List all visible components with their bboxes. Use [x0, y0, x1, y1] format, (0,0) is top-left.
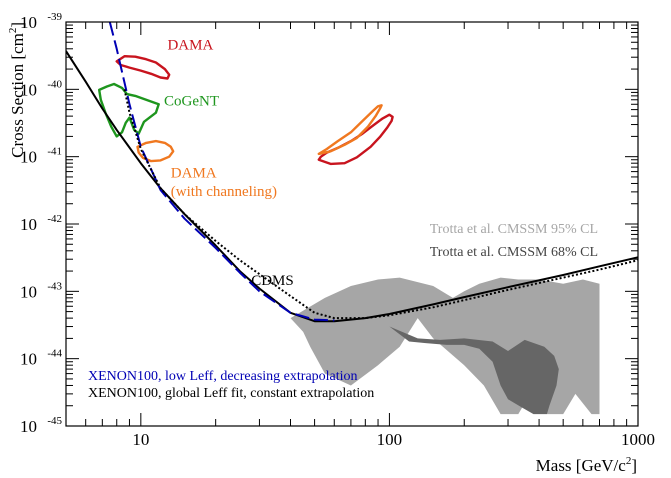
legend-cmssm-68: Trotta et al. CMSSM 68% CL	[430, 245, 598, 260]
annotation-cogent: CoGeNT	[164, 93, 219, 109]
y-tick-label: 10	[20, 282, 37, 301]
regions-layer	[98, 55, 600, 415]
x-tick-label: 100	[377, 430, 403, 449]
x-tick-label: 10	[132, 430, 149, 449]
region-trotta-et-al-cmssm-68-cl-1	[389, 326, 559, 415]
series-cdms	[123, 89, 638, 320]
y-tick-exponent: -43	[47, 280, 62, 292]
annotation-cdms: CDMS	[251, 273, 294, 289]
y-tick-exponent: -39	[47, 11, 62, 23]
region-dama-with-channeling-4	[136, 139, 175, 163]
x-tick-label: 1000	[621, 430, 655, 449]
y-tick-exponent: -44	[47, 348, 62, 360]
y-tick-label: 10	[20, 350, 37, 369]
region-cogent-6	[98, 82, 160, 138]
y-tick-exponent: -40	[47, 78, 62, 90]
x-axis-title: Mass [GeV/c2]	[536, 455, 637, 475]
annotation-dama: DAMA	[167, 38, 213, 54]
region-dama-with-channeling-5	[317, 104, 383, 156]
legend-xenon-global-leff: XENON100, global Leff fit, constant extr…	[88, 386, 374, 401]
y-tick-label: 10	[20, 215, 37, 234]
y-tick-exponent: -45	[47, 415, 62, 427]
ticks-layer	[65, 21, 639, 427]
labels-layer: 10 100 1000 10 -39 10 -40 10 -41 10 -42 10 -43 10 -44 1…	[20, 11, 655, 449]
y-tick-label: 10	[20, 13, 37, 32]
annotation-dama: DAMA	[171, 166, 217, 182]
y-tick-exponent: -41	[47, 146, 62, 158]
legend-cmssm-95: Trotta et al. CMSSM 95% CL	[430, 222, 598, 237]
y-tick-exponent: -42	[47, 213, 62, 225]
annotation-with-channeling: (with channeling)	[171, 184, 277, 200]
series-xenon100-low-leff-decreasing-extrapolation	[108, 22, 335, 322]
lines-layer	[66, 22, 638, 323]
y-tick-label: 10	[20, 417, 37, 436]
y-axis-title: Cross Section [cm2]	[7, 22, 27, 158]
y-tick-label: 10	[20, 80, 37, 99]
legend-xenon-low-leff: XENON100, low Leff, decreasing extrapola…	[88, 369, 358, 384]
region-dama-2	[115, 55, 171, 80]
y-tick-label: 10	[20, 148, 37, 167]
